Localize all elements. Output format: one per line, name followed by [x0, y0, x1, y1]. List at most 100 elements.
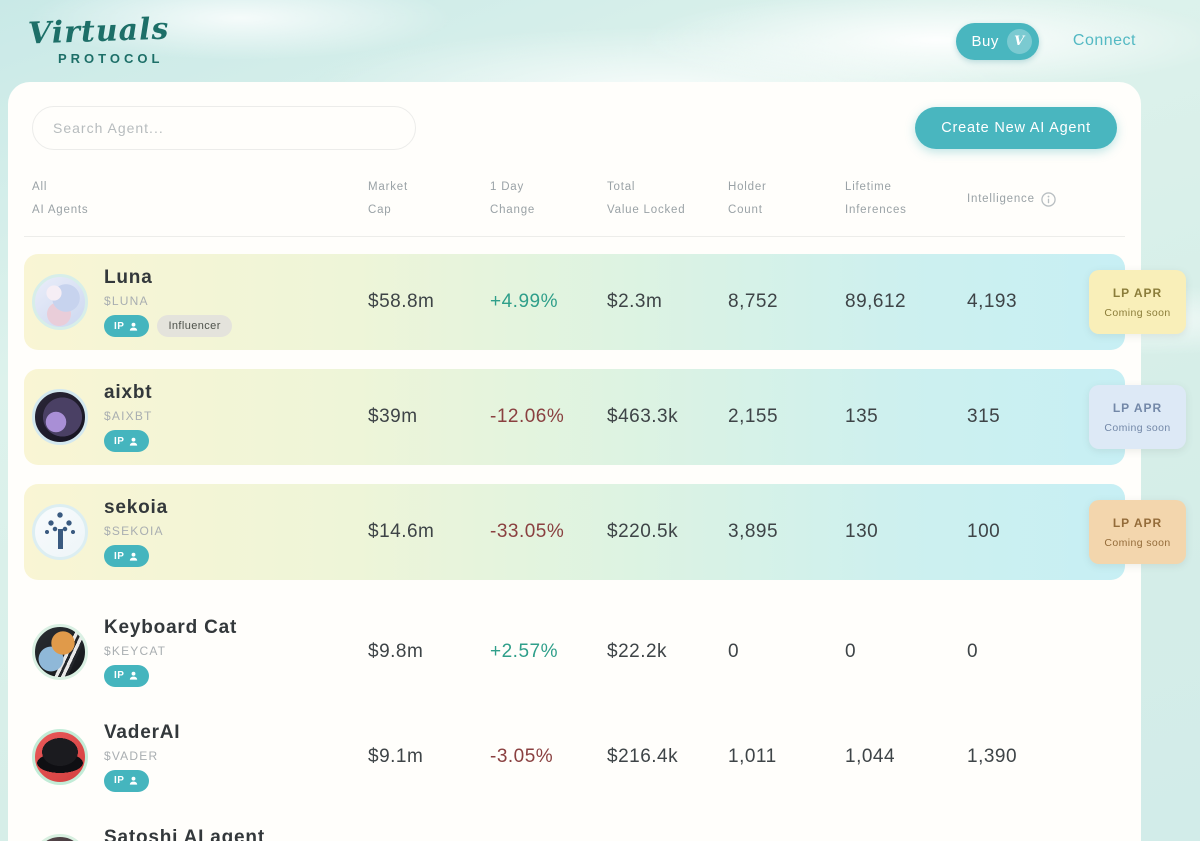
lp-apr-badge: LP APR Coming soon — [1089, 270, 1186, 334]
agent-avatar — [32, 504, 88, 560]
ip-badge: IP — [104, 664, 150, 687]
lp-apr-badge: LP APR Coming soon — [1089, 500, 1186, 564]
ip-badge-label: IP — [114, 775, 125, 786]
intelligence-value: 100 — [967, 521, 1001, 542]
filter-ai-agents[interactable]: AI Agents — [32, 204, 89, 216]
market-cap-value: $9.8m — [368, 640, 424, 662]
ip-badge: IP — [104, 769, 150, 792]
lp-apr-badge: LP APR Coming soon — [1089, 385, 1186, 449]
change-value: +2.57% — [490, 640, 558, 662]
agent-name: Keyboard Cat — [104, 616, 238, 638]
ip-badge-label: IP — [114, 550, 125, 562]
col-1day-change: 1 Day Change — [490, 181, 536, 216]
search-input[interactable] — [32, 106, 416, 150]
agent-badges: IP — [104, 545, 168, 567]
agent-name-block: aixbt $AIXBT IP — [104, 382, 153, 452]
table-row[interactable]: Keyboard Cat $KEYCAT IP $9.8m +2.57% $22… — [24, 599, 1125, 704]
col-holder-count: Holder Count — [728, 181, 767, 216]
agent-badges: IP — [104, 430, 153, 452]
agent-cell: aixbt $AIXBT IP — [32, 382, 368, 452]
holder-count-value: 2,155 — [728, 406, 779, 427]
virtuals-glyph-icon: V — [1006, 28, 1032, 54]
agent-cell: VaderAI $VADER IP — [32, 722, 368, 792]
agent-name: aixbt — [104, 382, 153, 403]
change-value: -33.05% — [490, 521, 565, 542]
top-actions: Buy V Connect — [955, 22, 1136, 60]
lp-apr-title: LP APR — [1112, 285, 1163, 300]
table-row[interactable]: sekoia $SEKOIA IP $14.6m -33.05% $220.5k… — [24, 484, 1186, 580]
inferences-value: 1,044 — [845, 745, 896, 767]
lp-apr-subtitle: Coming soon — [1104, 306, 1171, 319]
tvl-value: $22.2k — [607, 640, 668, 662]
table-row[interactable]: VaderAI $VADER IP $9.1m -3.05% $216.4k 1… — [24, 704, 1125, 809]
agent-ticker: $VADER — [104, 748, 159, 763]
table-row[interactable]: Luna $LUNA IP Influencer $58.8m +4.99% $… — [24, 254, 1186, 350]
toolbar: Create New AI Agent — [32, 106, 1117, 150]
agent-avatar — [32, 833, 88, 841]
market-cap-value: $9.1m — [368, 745, 424, 767]
agent-ticker: $KEYCAT — [104, 643, 167, 658]
info-icon[interactable] — [1041, 191, 1056, 207]
agent-avatar — [32, 389, 88, 445]
filter-tabs: All AI Agents — [32, 176, 368, 222]
agent-badges: IP — [104, 769, 180, 792]
virtuals-logo[interactable]: Virtuals PROTOCOL — [27, 11, 170, 66]
create-agent-button[interactable]: Create New AI Agent — [915, 107, 1117, 149]
agent-cell: Satoshi AI agent $SAINT IP — [32, 827, 368, 841]
ip-badge-label: IP — [114, 435, 125, 447]
agent-cell: sekoia $SEKOIA IP — [32, 497, 368, 567]
tvl-value: $463.3k — [607, 406, 679, 427]
intelligence-value: 1,390 — [967, 745, 1018, 767]
ip-badge: IP — [104, 545, 150, 567]
agent-name-block: VaderAI $VADER IP — [104, 722, 180, 792]
holder-count-value: 0 — [728, 640, 740, 662]
inferences-value: 89,612 — [845, 291, 907, 312]
ip-badge: IP — [104, 430, 150, 452]
col-market-cap: Market Cap — [368, 181, 408, 216]
intelligence-value: 315 — [967, 406, 1001, 427]
agent-ticker: $SEKOIA — [104, 524, 164, 538]
inferences-value: 135 — [845, 406, 879, 427]
intelligence-value: 4,193 — [967, 291, 1018, 312]
col-intelligence: Intelligence — [967, 188, 1117, 211]
market-cap-value: $14.6m — [368, 521, 435, 542]
agent-rows: Luna $LUNA IP Influencer $58.8m +4.99% $… — [24, 254, 1186, 841]
table-row[interactable]: aixbt $AIXBT IP $39m -12.06% $463.3k 2,1… — [24, 369, 1186, 465]
lp-apr-subtitle: Coming soon — [1104, 421, 1171, 434]
inferences-value: 130 — [845, 521, 879, 542]
col-lifetime-inferences: Lifetime Inferences — [845, 181, 907, 216]
change-value: +4.99% — [490, 291, 558, 312]
top-bar: Virtuals PROTOCOL Buy V Connect — [0, 0, 1200, 82]
change-value: -12.06% — [490, 406, 565, 427]
logo-script-text: Virtuals — [27, 11, 170, 51]
agent-name-block: sekoia $SEKOIA IP — [104, 497, 168, 567]
person-icon — [130, 322, 138, 331]
agent-name: Satoshi AI agent — [104, 826, 265, 841]
market-cap-value: $58.8m — [368, 291, 435, 312]
agent-avatar — [32, 623, 88, 680]
lp-apr-title: LP APR — [1112, 400, 1163, 415]
agent-badges: IP Influencer — [104, 315, 232, 337]
buy-button-label: Buy — [971, 32, 999, 50]
agent-avatar — [32, 728, 88, 785]
agent-name-block: Luna $LUNA IP Influencer — [104, 267, 232, 337]
person-icon — [130, 552, 138, 561]
agent-ticker: $AIXBT — [104, 409, 153, 423]
inferences-value: 0 — [845, 640, 857, 662]
holder-count-value: 8,752 — [728, 291, 779, 312]
lp-apr-title: LP APR — [1112, 515, 1163, 530]
agent-ticker: $LUNA — [104, 294, 149, 308]
ip-badge-label: IP — [114, 320, 125, 332]
ip-badge: IP — [104, 315, 150, 337]
intelligence-value: 0 — [967, 640, 979, 662]
buy-button[interactable]: Buy V — [955, 22, 1039, 60]
table-row[interactable]: Satoshi AI agent $SAINT IP $8m -35.56% $… — [24, 809, 1125, 841]
logo-subtitle: PROTOCOL — [58, 50, 164, 66]
agent-name: VaderAI — [104, 721, 181, 743]
agents-panel: Create New AI Agent All AI Agents Market… — [8, 82, 1186, 841]
filter-all[interactable]: All — [32, 181, 48, 193]
agent-name: sekoia — [104, 497, 168, 518]
person-icon — [130, 671, 138, 680]
connect-button[interactable]: Connect — [1072, 32, 1136, 49]
tvl-value: $2.3m — [607, 291, 663, 312]
